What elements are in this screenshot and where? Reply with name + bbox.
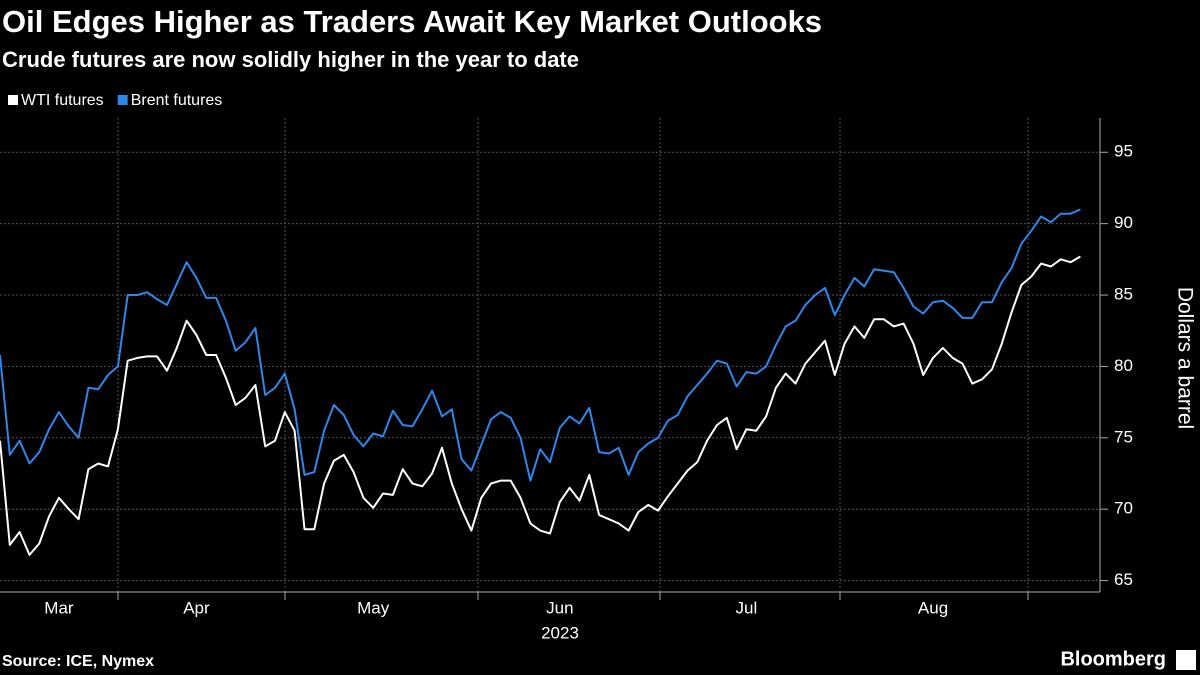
month-dividers <box>117 118 1029 592</box>
brand: Bloomberg <box>1060 648 1166 670</box>
x-tick-label: Aug <box>918 598 948 617</box>
line-series <box>0 255 1081 556</box>
x-tick-label: Mar <box>44 598 74 617</box>
x-tick-label: Jul <box>736 598 758 617</box>
y-tick-label: 80 <box>1114 356 1133 375</box>
month-ticks <box>117 592 1029 600</box>
y-tick-label: 95 <box>1114 142 1133 161</box>
chart-subtitle: Crude futures are now solidly higher in … <box>2 47 579 72</box>
x-tick-label: Apr <box>183 598 210 617</box>
legend-swatch <box>117 95 128 105</box>
x-axis-label: 2023 <box>541 623 579 642</box>
legend-swatch <box>8 95 18 105</box>
x-tick-label: Jun <box>546 598 573 617</box>
x-tick-label: May <box>357 598 390 617</box>
brand-icon <box>1176 650 1196 670</box>
y-tick-label: 85 <box>1114 285 1133 304</box>
legend-label: Brent futures <box>131 92 223 109</box>
y-tick-label: 75 <box>1114 427 1133 446</box>
chart-title: Oil Edges Higher as Traders Await Key Ma… <box>2 4 822 39</box>
source: Source: ICE, Nymex <box>2 653 154 670</box>
y-tick-label: 70 <box>1114 499 1133 518</box>
line-series <box>0 208 1081 482</box>
y-tick-label: 90 <box>1114 213 1133 232</box>
legend-label: WTI futures <box>21 92 104 109</box>
y-tick-label: 65 <box>1114 570 1133 589</box>
y-axis-label: Dollars a barrel <box>1173 287 1196 429</box>
